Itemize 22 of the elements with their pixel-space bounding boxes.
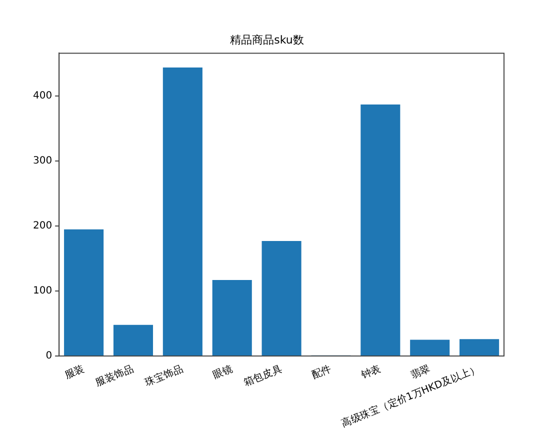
bar [360, 104, 400, 356]
x-tick-label: 服装饰品 [94, 362, 136, 389]
bar [262, 241, 302, 356]
y-tick-label: 0 [46, 350, 52, 362]
x-tick-label: 箱包皮具 [242, 362, 284, 389]
bar [113, 324, 154, 356]
y-tick-label: 300 [32, 156, 52, 167]
bar [410, 340, 450, 356]
x-tick-label: 配件 [310, 364, 334, 382]
chart-title: 精品商品sku数 [230, 33, 304, 46]
bar [162, 67, 202, 356]
x-tick-label: 珠宝饰品 [143, 362, 185, 389]
x-tick-label: 翡翠 [408, 362, 432, 382]
bar [212, 280, 252, 356]
bar [64, 229, 104, 356]
x-tick-label: 钟表 [358, 362, 383, 382]
y-tick-label: 100 [32, 286, 52, 297]
x-tick-label: 服装 [62, 362, 86, 382]
x-tick-label: 眼镜 [211, 362, 234, 382]
y-tick-label: 200 [32, 220, 52, 232]
bar [460, 339, 500, 356]
y-tick-label: 400 [32, 90, 52, 102]
